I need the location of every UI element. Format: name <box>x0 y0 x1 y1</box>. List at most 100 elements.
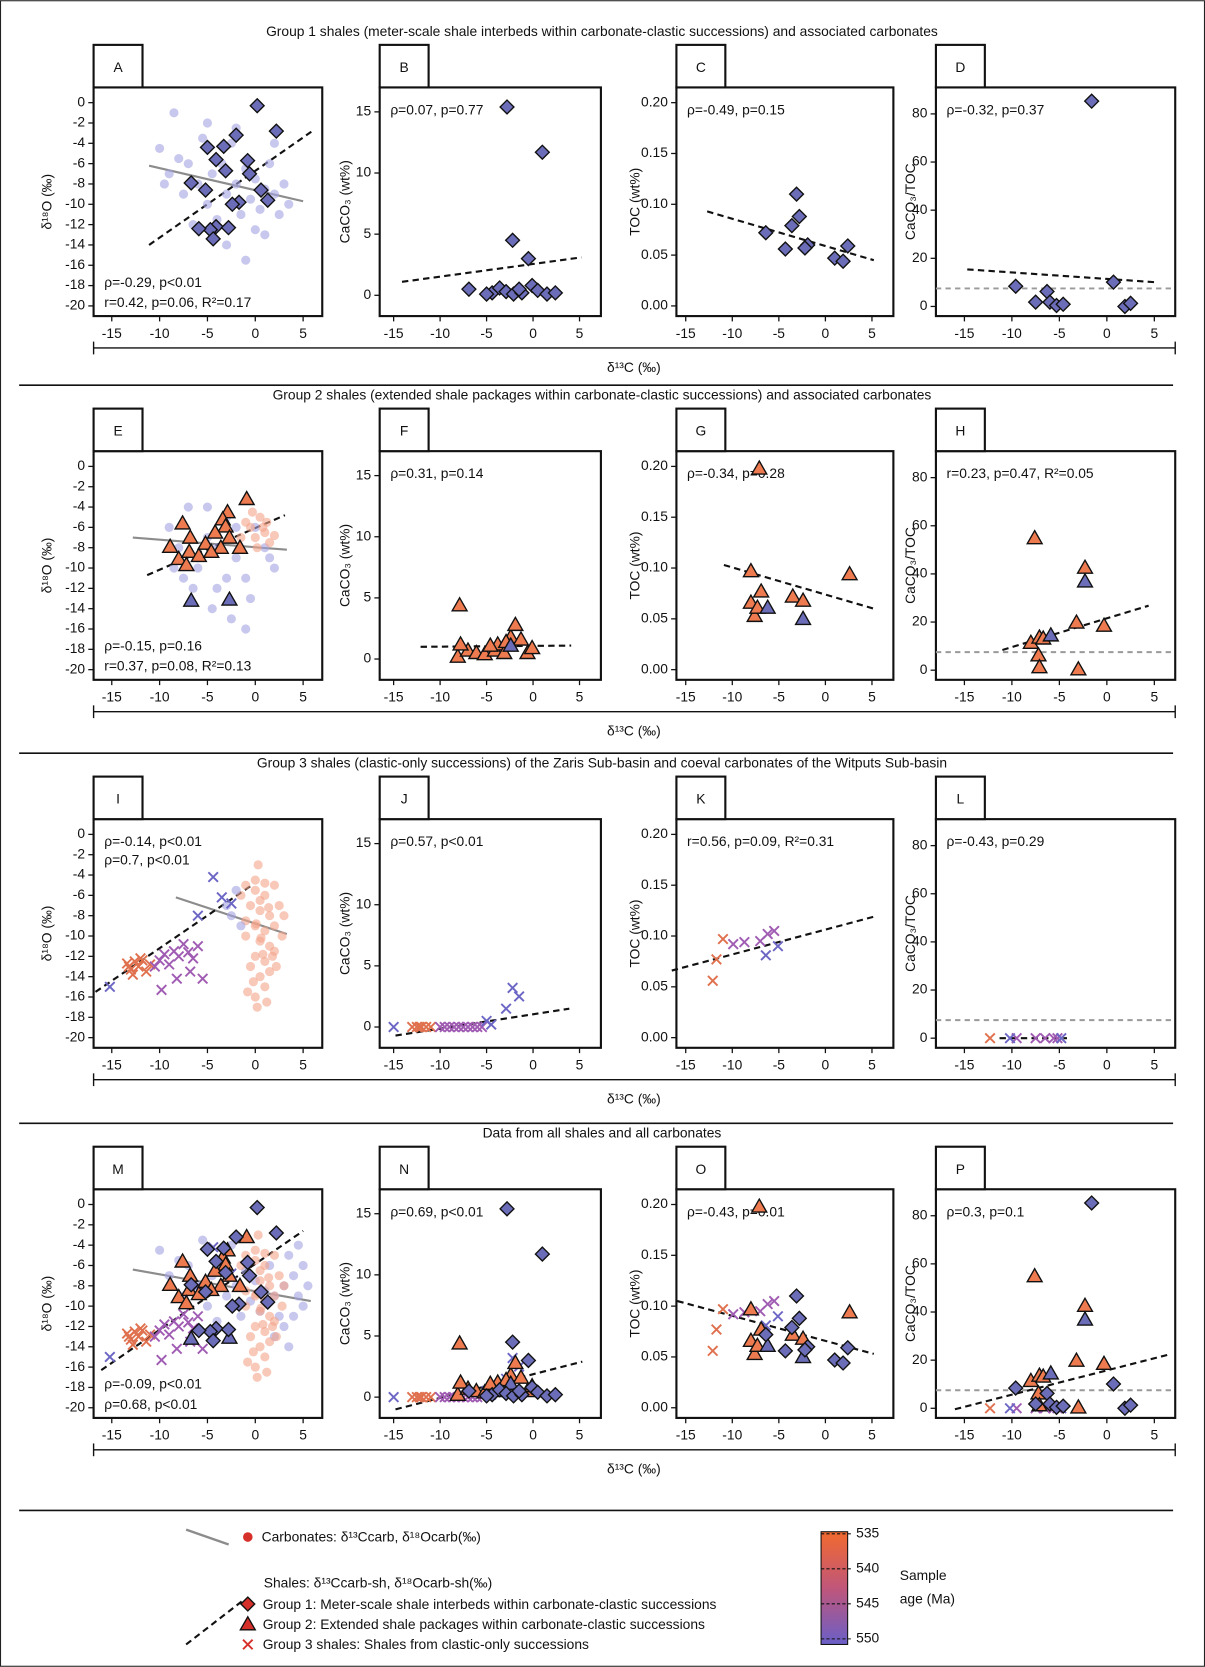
y-tick-label: 15 <box>356 103 372 119</box>
y-tick-label: -4 <box>73 498 86 514</box>
y-tick-label: -10 <box>65 195 85 211</box>
group2-shale-point <box>173 1252 192 1268</box>
y-tick-label: 0.10 <box>641 559 668 575</box>
carbonate-point <box>264 1273 274 1283</box>
y-tick-label: -20 <box>65 1398 85 1414</box>
carbonate-point <box>277 1301 287 1311</box>
y-tick-label: -20 <box>65 1028 85 1044</box>
x-tick-label: -10 <box>1002 1057 1022 1073</box>
carbonate-point <box>222 900 232 911</box>
group1-shale-point <box>241 165 258 182</box>
panel: H CaCO₃/TOC -15 -10 -5 0 5 0 20 40 60 80 r=0.23, p=0… <box>902 407 1177 705</box>
y-axis-label: CaCO₃/TOC <box>902 1265 918 1342</box>
y-tick-label: 15 <box>356 466 372 482</box>
group3-shale-point <box>717 933 729 945</box>
group1-shale-point <box>797 1341 813 1358</box>
group2-shale-point <box>216 517 235 533</box>
y-tick-label: 40 <box>912 201 928 217</box>
panel-letter: F <box>400 423 408 439</box>
trend-line <box>100 1230 304 1372</box>
x-tick-label: 5 <box>299 1057 307 1073</box>
group1-shale-point <box>1083 1195 1100 1211</box>
carbonate-point <box>252 543 262 553</box>
legend-text: Group 2: Extended shale packages within … <box>263 1616 705 1632</box>
y-axis-label: TOC (wt%) <box>627 531 643 599</box>
group2-shale-point <box>220 590 239 606</box>
carbonate-point <box>262 997 272 1007</box>
group3-shale-point <box>425 1391 437 1403</box>
x-tick-label: -15 <box>102 1057 122 1073</box>
group3-shale-point <box>411 1391 423 1403</box>
carbonate-point <box>279 1321 289 1332</box>
panel-letter: O <box>696 1161 707 1177</box>
legend-carbonate-line <box>185 1528 230 1546</box>
carbonate-point <box>262 517 272 527</box>
panel-letter-box <box>675 1145 727 1191</box>
group1-shale-point <box>183 1276 200 1293</box>
stat-annotation: ρ=-0.29, p<0.01 <box>104 274 202 290</box>
y-axis-label: CaCO₃ (wt%) <box>336 1262 352 1345</box>
group3-shale-point <box>414 1391 426 1403</box>
y-tick-label: 0.05 <box>641 609 668 625</box>
stat-annotation: ρ=0.7, p<0.01 <box>104 851 189 867</box>
x-tick-label: -5 <box>480 325 493 341</box>
x-tick-label: 0 <box>1103 1057 1111 1073</box>
panel-letter: P <box>956 1161 965 1177</box>
group2-shale-point <box>1069 660 1087 676</box>
carbonate-point <box>262 1367 272 1377</box>
carbonate-point <box>253 1230 263 1240</box>
group2-shale-point <box>161 537 179 553</box>
carbonate-point <box>258 1319 268 1329</box>
group3-shale-point <box>197 1343 209 1355</box>
carbonate-point <box>260 956 270 966</box>
group1-shale-point <box>478 1388 495 1404</box>
group2-shale-point <box>794 591 812 607</box>
x-tick-label: 5 <box>576 689 584 705</box>
trend-line <box>954 1353 1169 1411</box>
carbonate-point <box>269 530 279 541</box>
carbonate-point <box>269 1291 279 1301</box>
y-tick-label: -18 <box>65 640 85 656</box>
group1-shale-point <box>268 123 285 140</box>
carbonate-point <box>264 902 274 913</box>
y-tick-label: 0.15 <box>641 1246 668 1262</box>
group3-shale-point <box>762 928 774 940</box>
plot-frame <box>92 818 324 1049</box>
x-tick-label: -5 <box>480 689 493 705</box>
carbonate-point <box>271 1332 281 1342</box>
y-tick-label: 0.20 <box>641 1195 668 1211</box>
group1-shale-point <box>534 144 551 161</box>
carbonate-point <box>178 573 189 583</box>
stat-annotation: ρ=0.57, p<0.01 <box>390 833 483 849</box>
carbonate-point <box>250 992 260 1002</box>
group2-shale-point <box>161 1275 179 1292</box>
group1-shale-point <box>1027 294 1044 311</box>
group1-shale-point <box>839 1339 856 1356</box>
panel: F CaCO₃ (wt%) -15 -10 -5 0 5 0 5 10 15 ρ=0.31, p=0.… <box>336 407 602 705</box>
group3-shale-point <box>133 1331 145 1343</box>
group1-shale-point <box>268 1225 285 1241</box>
carbonate-point <box>236 209 246 220</box>
group2-shale-point <box>742 1300 760 1316</box>
group3-shale-point <box>192 910 204 922</box>
stat-annotation: ρ=-0.15, p=0.16 <box>104 638 202 654</box>
carbonate-point <box>169 108 179 118</box>
group1-shale-point <box>224 1298 241 1315</box>
carbonate-point <box>236 1311 246 1321</box>
x-tick-label: -10 <box>1002 689 1022 705</box>
colorbar <box>820 1531 849 1645</box>
group2-shale-point <box>512 1368 530 1384</box>
carbonate-point <box>255 1265 265 1276</box>
group3-shale-point <box>140 1336 152 1348</box>
y-tick-label: -2 <box>73 114 85 130</box>
panel: O TOC (wt%) -15 -10 -5 0 5 0.00 0.05 0.10 0.15 0.20… <box>627 1145 895 1443</box>
carbonate-point <box>222 1291 232 1301</box>
group2-shale-point <box>759 598 777 614</box>
group1-shale-point <box>253 1284 269 1300</box>
group3-shale-point <box>104 1351 116 1363</box>
y-axis-label: CaCO₃/TOC <box>902 527 918 604</box>
x-tick-label: -10 <box>150 689 170 705</box>
carbonate-point <box>250 1362 260 1372</box>
panel-letter: A <box>113 59 123 75</box>
y-tick-label: -10 <box>65 559 85 575</box>
